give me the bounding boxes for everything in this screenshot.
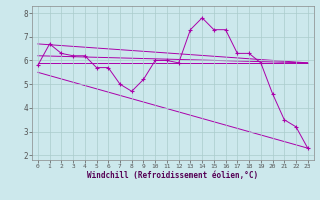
X-axis label: Windchill (Refroidissement éolien,°C): Windchill (Refroidissement éolien,°C): [87, 171, 258, 180]
